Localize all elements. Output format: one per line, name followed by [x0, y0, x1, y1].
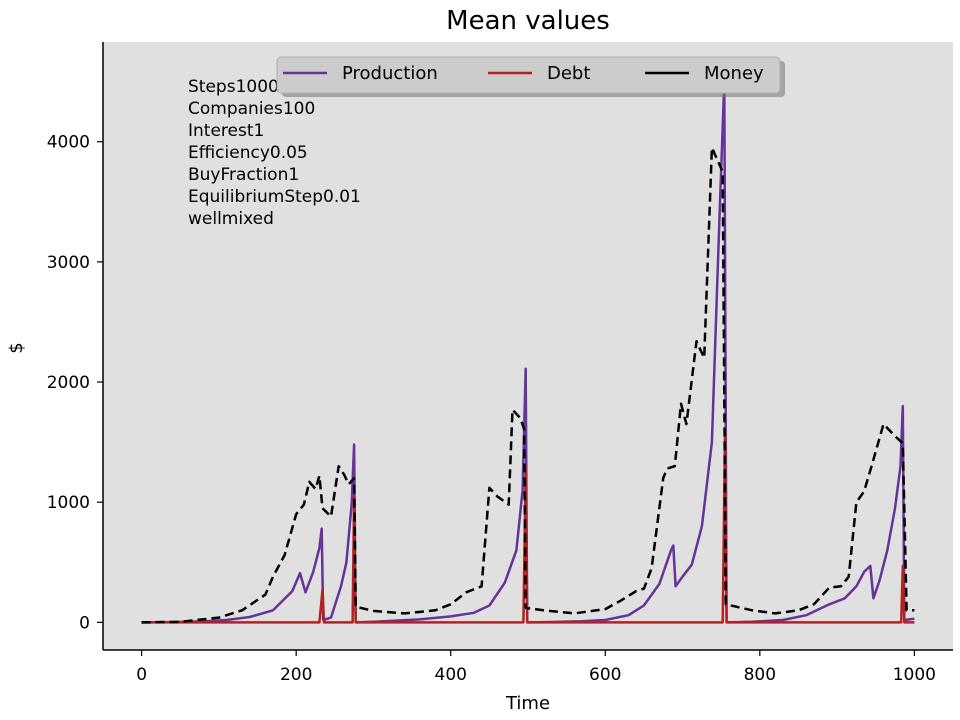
legend-label: Money — [704, 63, 764, 84]
y-tick-label: 0 — [79, 613, 90, 633]
annotation-line: Interest1 — [188, 121, 264, 141]
y-tick-label: 3000 — [47, 253, 90, 273]
ticks-layer: 0 200 400 600 800 1000 0 1000 2000 3000 4000 — [47, 133, 936, 685]
x-axis-label: Time — [505, 693, 550, 714]
chart-title: Mean values — [446, 6, 610, 36]
annotation-line: Companies100 — [188, 99, 315, 119]
annotation-line: Efficiency0.05 — [188, 143, 308, 163]
parameter-annotation: Steps1000Companies100Interest1Efficiency… — [188, 77, 361, 229]
series-layer — [141, 80, 915, 624]
series-line-debt — [141, 428, 915, 624]
y-tick-label: 1000 — [47, 493, 90, 513]
legend: Production Debt Money — [276, 56, 785, 97]
y-tick-label: 4000 — [47, 133, 90, 153]
y-tick-label: 2000 — [47, 373, 90, 393]
annotation-line: EquilibriumStep0.01 — [188, 187, 361, 207]
x-tick-label: 600 — [589, 665, 621, 685]
annotation-line: Steps1000 — [188, 77, 279, 97]
series-line-money — [141, 146, 915, 624]
legend-label: Debt — [547, 63, 590, 84]
legend-label: Production — [342, 63, 438, 84]
x-tick-label: 200 — [280, 665, 312, 685]
x-tick-label: 400 — [435, 665, 467, 685]
x-tick-label: 0 — [136, 665, 147, 685]
x-tick-label: 1000 — [893, 665, 936, 685]
legend-box — [276, 56, 781, 94]
y-axis-label: $ — [6, 342, 27, 353]
annotation-line: wellmixed — [188, 209, 274, 229]
x-tick-label: 800 — [744, 665, 776, 685]
annotation-line: BuyFraction1 — [188, 165, 299, 185]
